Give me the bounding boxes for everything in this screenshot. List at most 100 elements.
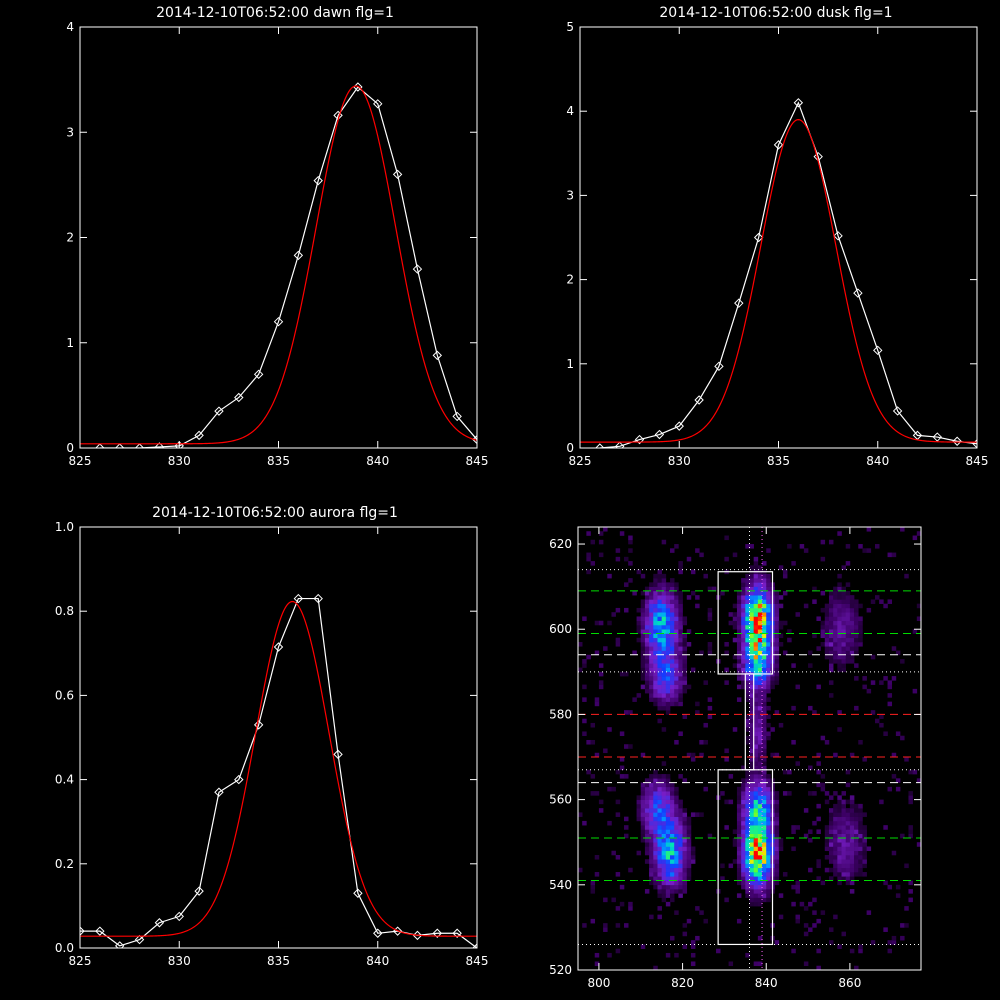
image-pixel: [849, 867, 855, 873]
image-pixel: [653, 829, 658, 834]
image-pixel: [649, 850, 654, 856]
image-pixel: [854, 642, 859, 647]
image-pixel: [686, 752, 692, 758]
image-pixel: [644, 837, 650, 843]
image-pixel: [833, 803, 838, 809]
image-pixel: [661, 573, 667, 579]
image-pixel: [833, 842, 838, 847]
image-pixel: [791, 663, 796, 668]
image-pixel: [611, 850, 616, 856]
image-pixel: [762, 820, 767, 826]
image-pixel: [845, 769, 851, 775]
image-pixel: [858, 842, 863, 847]
image-pixel: [653, 854, 658, 860]
image-pixel: [782, 590, 788, 596]
image-pixel: [749, 659, 754, 664]
image-pixel: [854, 833, 859, 839]
image-pixel: [745, 778, 750, 783]
image-pixel: [653, 663, 658, 668]
image-pixel: [741, 867, 746, 873]
image-pixel: [736, 808, 742, 813]
image-pixel: [757, 769, 763, 775]
image-pixel: [908, 889, 913, 894]
image-pixel: [745, 872, 750, 877]
image-pixel: [661, 884, 667, 890]
image-pixel: [757, 765, 763, 771]
image-pixel: [841, 803, 846, 809]
image-pixel: [762, 850, 767, 856]
image-pixel: [753, 693, 759, 698]
image-pixel: [653, 880, 658, 886]
image-pixel: [649, 829, 654, 834]
image-pixel: [774, 829, 780, 834]
image-pixel: [741, 825, 746, 830]
image-pixel: [849, 948, 855, 954]
image-pixel: [690, 812, 696, 817]
image-pixel: [753, 684, 759, 690]
image-pixel: [849, 799, 855, 805]
image-pixel: [644, 808, 650, 813]
image-pixel: [837, 825, 842, 830]
image-pixel: [820, 910, 826, 915]
image-pixel: [653, 697, 658, 702]
image-pixel: [749, 544, 754, 549]
image-pixel: [828, 808, 834, 813]
image-pixel: [908, 769, 913, 775]
image-pixel: [753, 659, 759, 664]
image-pixel: [657, 782, 662, 788]
image-pixel: [757, 654, 763, 660]
image-pixel: [837, 833, 842, 839]
image-pixel: [778, 893, 784, 898]
image-pixel: [640, 599, 646, 604]
image-pixel: [682, 923, 688, 928]
image-pixel: [657, 637, 662, 643]
image-pixel: [665, 667, 671, 673]
image-pixel: [854, 676, 859, 681]
image-pixel: [849, 876, 855, 881]
image-pixel: [762, 803, 767, 809]
image-pixel: [741, 795, 746, 800]
image-pixel: [720, 791, 725, 796]
image-pixel: [678, 859, 683, 864]
image-pixel: [749, 897, 754, 903]
image-pixel: [808, 837, 813, 843]
image-pixel: [820, 539, 826, 545]
image-pixel: [741, 633, 746, 639]
image-pixel: [640, 803, 646, 809]
image-pixel: [736, 612, 742, 617]
image-pixel: [665, 659, 671, 664]
image-pixel: [653, 633, 658, 639]
image-pixel: [824, 642, 830, 647]
image-pixel: [841, 850, 846, 856]
image-pixel: [649, 693, 654, 698]
image-pixel: [736, 799, 742, 805]
image-pixel: [762, 757, 767, 762]
image-pixel: [582, 718, 587, 724]
image-pixel: [774, 646, 780, 651]
image-pixel: [678, 629, 683, 634]
image-pixel: [674, 876, 679, 881]
image-pixel: [661, 693, 667, 698]
image-pixel: [594, 650, 600, 656]
image-pixel: [653, 786, 658, 792]
image-pixel: [736, 820, 742, 826]
image-pixel: [670, 654, 675, 660]
image-pixel: [766, 876, 771, 881]
image-pixel: [649, 786, 654, 792]
image-pixel: [649, 803, 654, 809]
image-pixel: [841, 867, 846, 873]
image-pixel: [812, 897, 817, 903]
aurora-data-point: [313, 593, 323, 604]
image-pixel: [678, 624, 683, 630]
image-pixel: [644, 795, 650, 800]
image-pixel: [653, 701, 658, 707]
image-pixel: [657, 795, 662, 800]
image-pixel: [682, 642, 688, 647]
image-pixel: [678, 561, 683, 566]
image-pixel: [849, 812, 855, 817]
image-pixel: [841, 931, 846, 937]
image-pixel: [657, 697, 662, 702]
image-pixel: [640, 816, 646, 822]
image-pixel: [816, 752, 821, 758]
image-pixel: [644, 825, 650, 830]
